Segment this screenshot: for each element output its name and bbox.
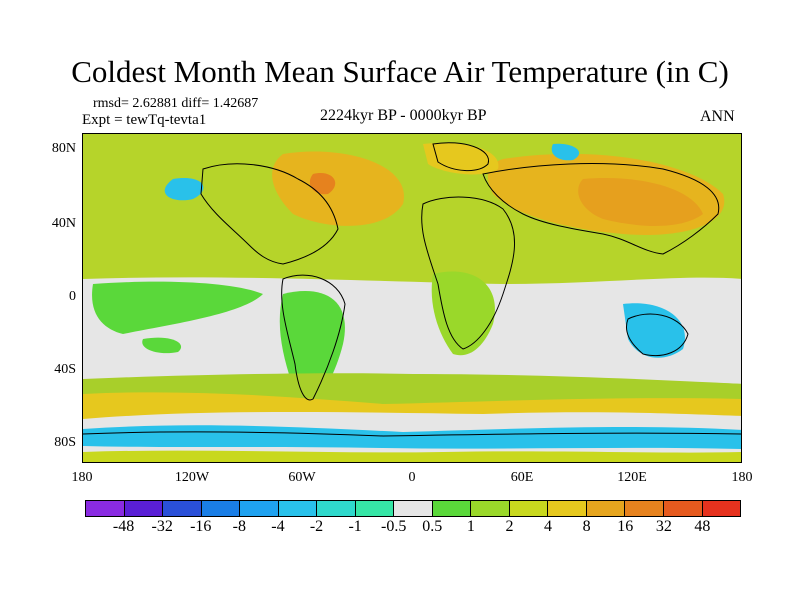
colorbar-box bbox=[201, 501, 241, 516]
colorbar-label: 0.5 bbox=[422, 518, 443, 535]
colorbar-label: 48 bbox=[694, 518, 711, 535]
colorbar-label: 8 bbox=[582, 518, 591, 535]
x-tick-180-left: 180 bbox=[71, 470, 93, 485]
coastlines bbox=[83, 142, 741, 437]
colorbar-label: -4 bbox=[271, 518, 285, 535]
map-plot-area bbox=[82, 133, 742, 463]
asia-warm-core bbox=[578, 178, 703, 226]
season-label: ANN bbox=[700, 108, 735, 125]
x-tick-120w: 120W bbox=[174, 470, 210, 485]
south-pacific-green bbox=[142, 337, 182, 354]
y-tick-0: 0 bbox=[69, 289, 76, 304]
antarctic-cold-band bbox=[83, 425, 741, 449]
x-tick-60w: 60W bbox=[288, 470, 316, 485]
colorbar-box bbox=[509, 501, 549, 516]
colorbar-box bbox=[625, 501, 664, 516]
colorbar-label: -8 bbox=[232, 518, 246, 535]
colorbar-box bbox=[586, 501, 626, 516]
x-tick-60e: 60E bbox=[510, 470, 534, 485]
colorbar-label: -32 bbox=[151, 518, 173, 535]
colorbar-label: -2 bbox=[309, 518, 324, 535]
colorbar-label: -0.5 bbox=[381, 518, 407, 535]
colorbar-box bbox=[86, 501, 125, 516]
colorbar-label: 4 bbox=[544, 518, 553, 535]
y-tick-80n: 80N bbox=[51, 141, 76, 156]
east-pacific-green bbox=[92, 281, 264, 334]
colorbar-label: 2 bbox=[505, 518, 514, 535]
x-tick-120e: 120E bbox=[617, 470, 647, 485]
colorbar-box bbox=[432, 501, 472, 516]
arctic-cold-patch bbox=[551, 143, 580, 161]
y-tick-40s: 40S bbox=[54, 362, 76, 377]
colorbar bbox=[85, 500, 741, 517]
colorbar-box bbox=[702, 501, 741, 516]
colorbar-box bbox=[548, 501, 587, 516]
y-tick-80s: 80S bbox=[54, 435, 76, 450]
temperature-field bbox=[83, 134, 741, 462]
colorbar-box bbox=[163, 501, 202, 516]
hudson-hot-spot bbox=[309, 173, 336, 195]
colorbar-label: -48 bbox=[112, 518, 135, 535]
colorbar-box bbox=[278, 501, 318, 516]
africa-green bbox=[431, 271, 495, 356]
australia-cold-patch bbox=[623, 303, 685, 358]
plot-title: Coldest Month Mean Surface Air Temperatu… bbox=[71, 54, 729, 89]
colorbar-label: 1 bbox=[466, 518, 475, 535]
colorbar-box bbox=[394, 501, 433, 516]
y-tick-40n: 40N bbox=[51, 216, 76, 231]
colorbar-box bbox=[663, 501, 703, 516]
rmsd-diff-stats: rmsd= 2.62881 diff= 1.42687 bbox=[93, 96, 259, 111]
colorbar-box bbox=[471, 501, 510, 516]
antarctic-green-band bbox=[83, 450, 741, 462]
colorbar-label: -16 bbox=[190, 518, 212, 535]
colorbar-box bbox=[124, 501, 164, 516]
colorbar-label: -1 bbox=[348, 518, 362, 535]
x-tick-0: 0 bbox=[408, 470, 416, 485]
colorbar-box bbox=[240, 501, 279, 516]
colorbar-label: 32 bbox=[655, 518, 672, 535]
x-tick-180-right: 180 bbox=[731, 470, 753, 485]
colorbar-label: 16 bbox=[617, 518, 634, 535]
equatorial-neutral-band bbox=[83, 277, 741, 384]
colorbar-box bbox=[317, 501, 356, 516]
pacific-cold-patch bbox=[164, 178, 204, 201]
greenland-region bbox=[423, 142, 499, 175]
colorbar-box bbox=[355, 501, 395, 516]
na-warm-region bbox=[272, 151, 404, 226]
experiment-label: Expt = tewTq-tevta1 bbox=[82, 112, 207, 128]
period-label: 2224kyr BP - 0000kyr BP bbox=[320, 107, 487, 124]
